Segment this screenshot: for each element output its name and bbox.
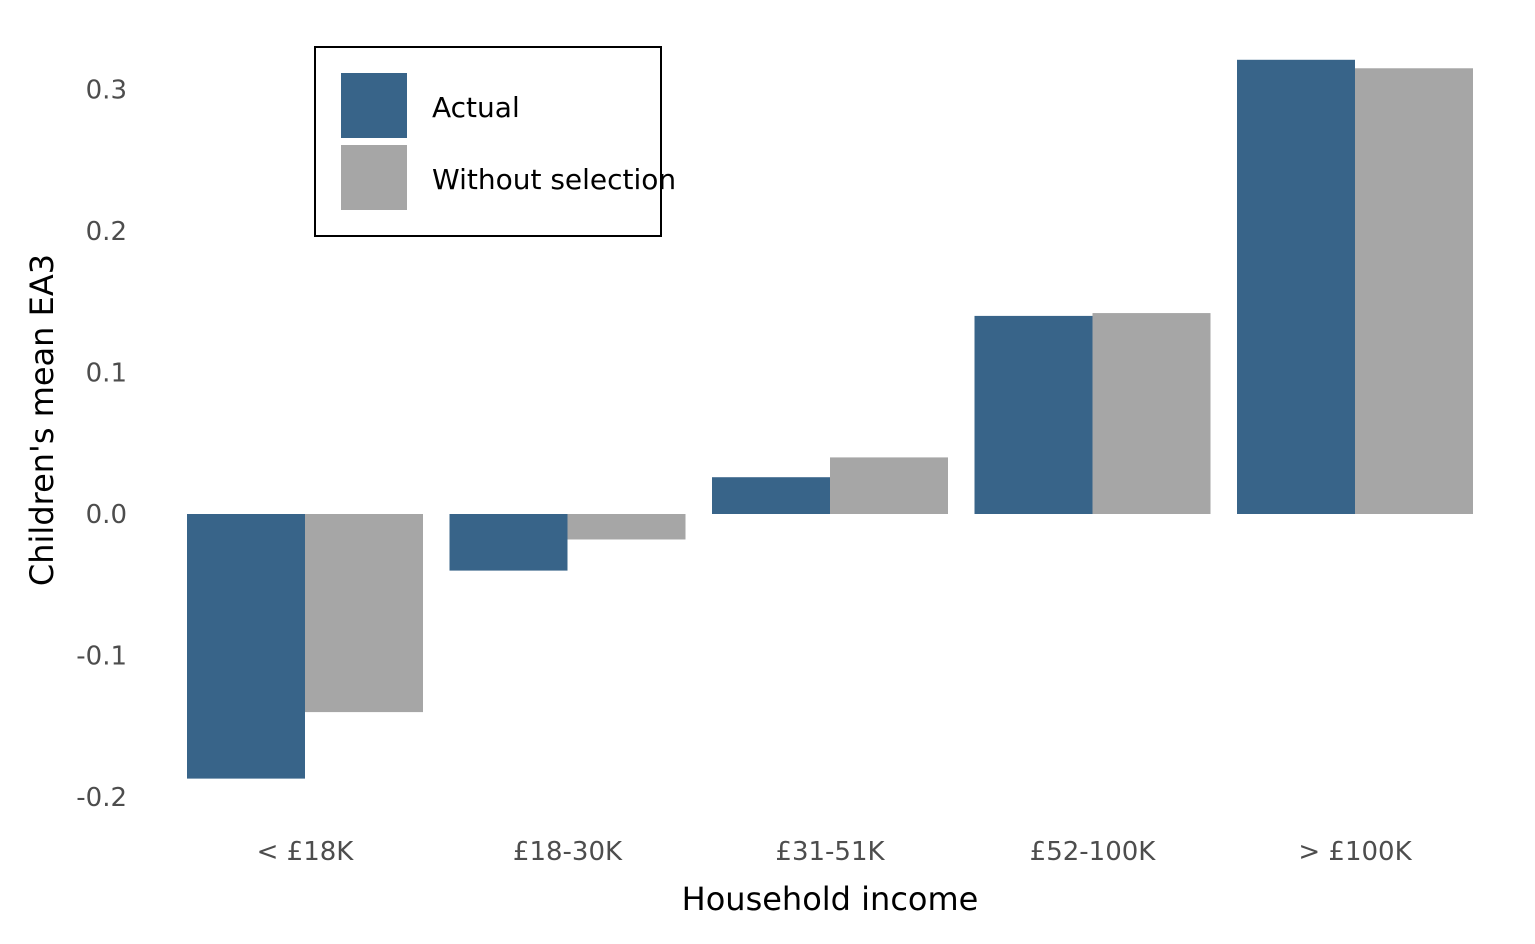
x-tick-label: > £100K	[1298, 837, 1412, 867]
y-tick-label: 0.1	[86, 359, 127, 389]
y-tick-label: -0.1	[76, 642, 127, 672]
x-tick-label: £31-51K	[775, 837, 885, 867]
bars-group	[187, 59, 1473, 779]
bar-without-selection-0	[305, 514, 423, 713]
bar-actual-2	[712, 477, 830, 514]
bar-without-selection-2	[830, 457, 948, 514]
legend: Actual Without selection	[314, 46, 676, 237]
x-tick-label: £52-100K	[1030, 837, 1157, 867]
y-tick-label: -0.2	[76, 783, 127, 813]
bar-actual-4	[1237, 59, 1355, 514]
bar-without-selection-1	[567, 514, 686, 540]
y-tick-label: 0.3	[86, 76, 127, 106]
bar-actual-3	[974, 315, 1093, 514]
x-axis-ticks: < £18K £18-30K £31-51K £52-100K > £100K	[257, 837, 1413, 867]
y-tick-label: 0.2	[86, 217, 127, 247]
y-axis-title: Children's mean EA3	[23, 254, 61, 586]
bar-without-selection-3	[1092, 313, 1211, 514]
x-tick-label: < £18K	[257, 837, 355, 867]
y-axis-ticks: -0.2 -0.1 0.0 0.1 0.2 0.3	[76, 76, 127, 814]
y-tick-label: 0.0	[86, 500, 127, 530]
bar-without-selection-4	[1355, 68, 1473, 515]
legend-swatch-actual	[341, 73, 407, 138]
x-axis-title: Household income	[682, 880, 979, 918]
bar-actual-0	[187, 514, 305, 779]
x-tick-label: £18-30K	[513, 837, 623, 867]
legend-label-without-selection: Without selection	[432, 163, 676, 196]
legend-swatch-without-selection	[341, 145, 407, 210]
legend-label-actual: Actual	[432, 91, 520, 124]
bar-actual-1	[449, 514, 568, 571]
